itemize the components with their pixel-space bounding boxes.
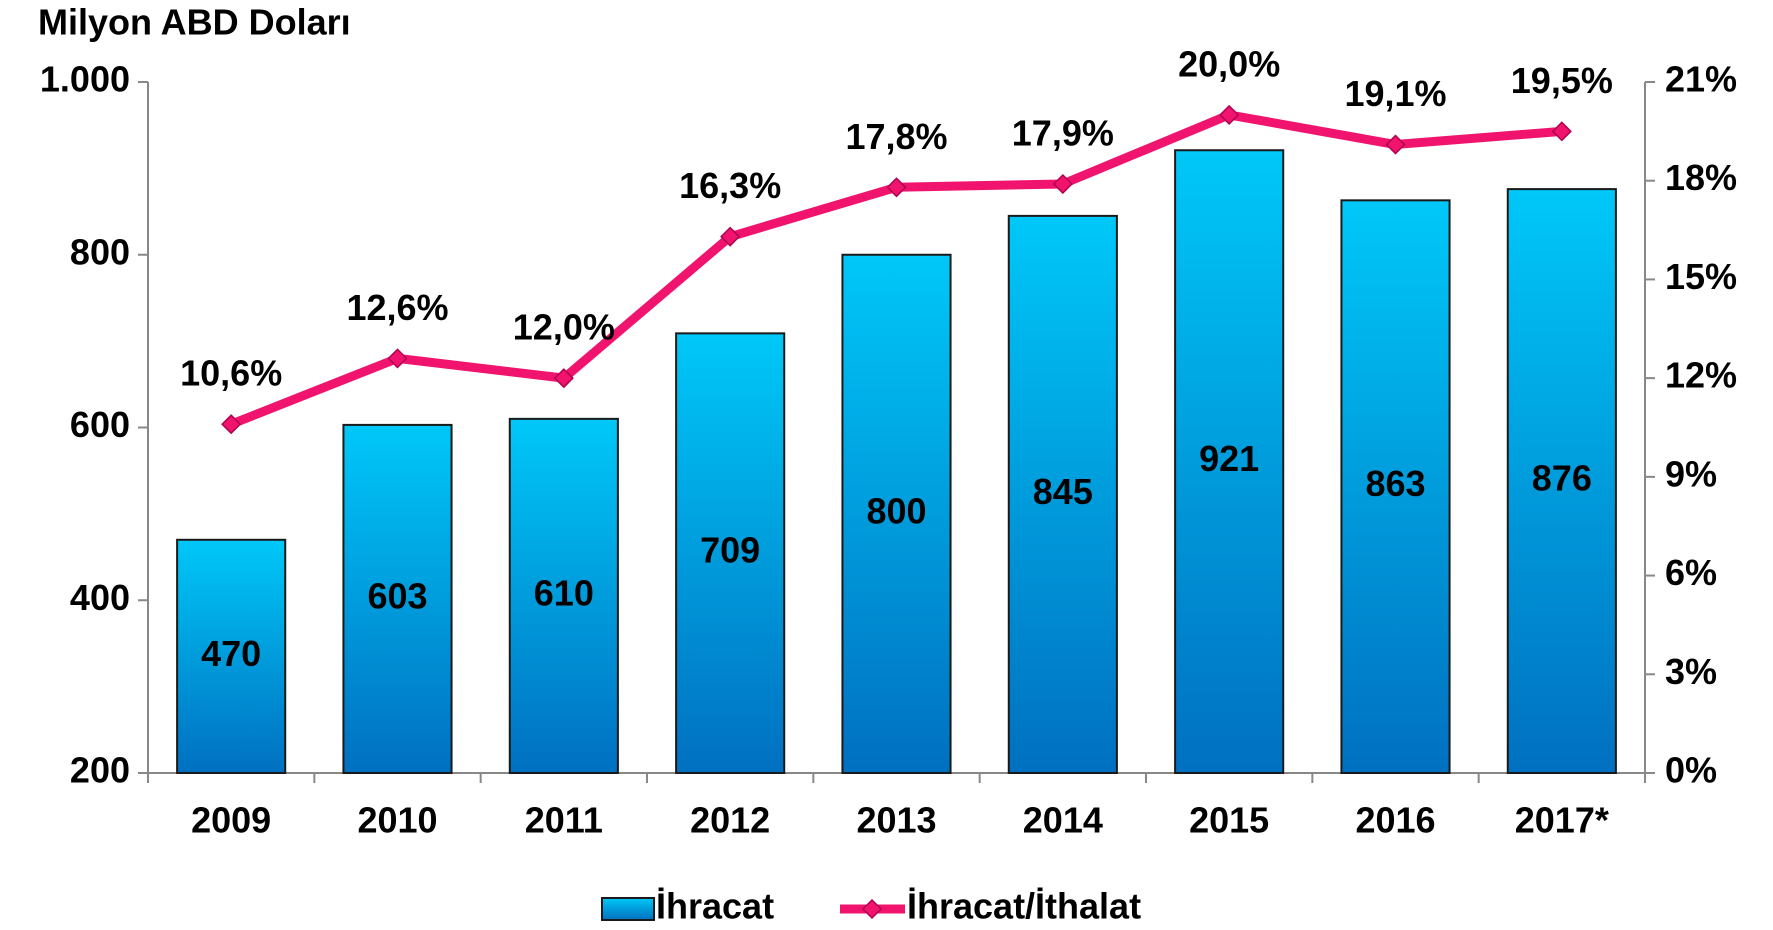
y-tick-label: 1.000	[40, 59, 130, 100]
bar	[841, 253, 952, 774]
line-marker	[221, 414, 242, 435]
y-tick-label: 400	[70, 577, 130, 618]
x-tick-label: 2017*	[1515, 800, 1609, 841]
legend-label: İhracat	[656, 886, 774, 927]
bar-value-label: 876	[1532, 458, 1592, 499]
bar	[1174, 149, 1285, 774]
bar-value-label: 610	[534, 572, 594, 613]
line-value-label: 16,3%	[679, 165, 781, 206]
line-value-label: 17,9%	[1012, 113, 1114, 154]
bar	[1340, 199, 1451, 775]
line-marker	[1385, 134, 1406, 155]
line-value-label: 20,0%	[1178, 43, 1280, 84]
line-value-label: 10,6%	[180, 353, 282, 394]
x-tick-label: 2010	[357, 800, 437, 841]
y-tick-label: 200	[70, 750, 130, 791]
y2-tick-label: 3%	[1665, 651, 1717, 692]
bar-value-label: 800	[866, 490, 926, 531]
x-tick-label: 2013	[856, 800, 936, 841]
bar-value-label: 863	[1365, 463, 1425, 504]
bar	[675, 332, 786, 774]
bar-value-label: 709	[700, 530, 760, 571]
line-marker	[886, 177, 907, 198]
line-marker	[553, 368, 574, 389]
bar	[342, 423, 453, 774]
bar	[176, 538, 287, 774]
x-tick-label: 2009	[191, 800, 271, 841]
y2-tick-label: 21%	[1665, 59, 1737, 100]
y2-tick-label: 6%	[1665, 552, 1717, 593]
x-tick-label: 2014	[1023, 800, 1103, 841]
line-marker	[720, 226, 741, 247]
line-value-label: 19,5%	[1511, 60, 1613, 101]
x-tick-label: 2016	[1355, 800, 1435, 841]
line-marker	[1551, 121, 1572, 142]
line-marker	[1052, 173, 1073, 195]
y-tick-label: 600	[70, 404, 130, 445]
y-tick-label: 800	[70, 231, 130, 272]
y2-tick-label: 9%	[1665, 453, 1717, 494]
line-value-label: 12,0%	[513, 307, 615, 348]
legend-swatch-marker	[861, 898, 883, 920]
bar-value-label: 845	[1033, 471, 1093, 512]
y-axis-label: Milyon ABD Doları	[38, 2, 351, 43]
legend-label: İhracat/İthalat	[907, 886, 1141, 927]
line-value-label: 17,8%	[845, 116, 947, 157]
bar-value-label: 921	[1199, 438, 1259, 479]
line-marker	[1219, 104, 1240, 125]
legend-swatch	[601, 897, 655, 921]
bar-value-label: 470	[201, 633, 261, 674]
bar	[508, 417, 619, 774]
line-value-label: 19,1%	[1344, 73, 1446, 114]
line-value-label: 12,6%	[346, 287, 448, 328]
line-marker	[387, 348, 408, 369]
bar	[1007, 214, 1118, 775]
bar	[1506, 188, 1617, 775]
y2-tick-label: 0%	[1665, 750, 1717, 791]
x-tick-label: 2011	[525, 800, 603, 841]
x-tick-label: 2012	[690, 800, 770, 841]
y2-tick-label: 15%	[1665, 256, 1737, 297]
x-tick-label: 2015	[1189, 800, 1269, 841]
bar-value-label: 603	[367, 575, 427, 616]
y2-tick-label: 18%	[1665, 157, 1737, 198]
y2-tick-label: 12%	[1665, 355, 1737, 396]
